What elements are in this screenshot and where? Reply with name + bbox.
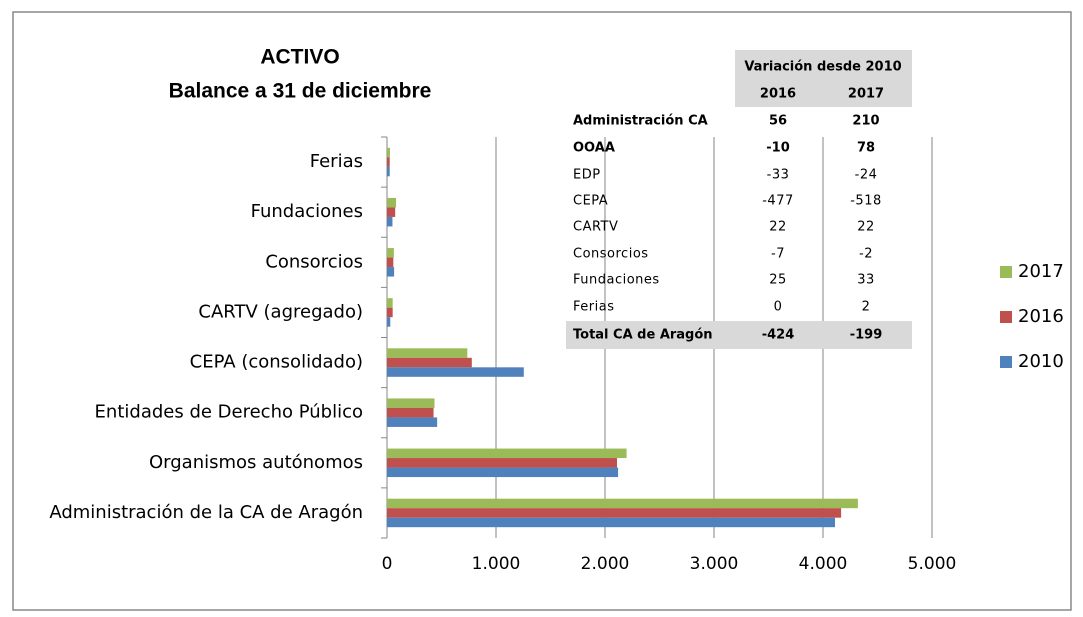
y-tick-label: Administración de la CA de Aragón <box>49 502 363 523</box>
table-cell: -424 <box>762 328 795 343</box>
bar <box>387 298 393 308</box>
legend-swatch <box>1000 356 1012 368</box>
legend-label: 2017 <box>1018 261 1064 282</box>
bar <box>387 398 435 408</box>
chart-title: ACTIVO <box>260 46 339 69</box>
y-tick-label: Consorcios <box>265 251 363 272</box>
table-cell: -518 <box>850 194 882 209</box>
bar <box>387 166 390 177</box>
bar <box>387 357 472 368</box>
table-row-label: Administración CA <box>573 114 708 129</box>
y-tick-label: Ferias <box>310 151 363 172</box>
legend-label: 2010 <box>1018 351 1064 372</box>
table-cell: -7 <box>771 247 785 262</box>
bar <box>387 317 391 327</box>
table-cell: 78 <box>857 141 875 156</box>
y-tick-label: Entidades de Derecho Público <box>95 402 363 423</box>
x-tick-label: 4.000 <box>799 554 848 574</box>
table-row-label: Fundaciones <box>573 273 660 288</box>
table-row-label: Consorcios <box>573 247 649 262</box>
y-tick-label: CEPA (consolidado) <box>190 352 363 373</box>
table-cell: 22 <box>769 220 787 235</box>
table-row-label: CARTV <box>573 220 618 235</box>
table-cell: -199 <box>850 328 883 343</box>
x-tick-label: 2.000 <box>581 554 630 574</box>
table-cell: 25 <box>769 273 787 288</box>
table-cell: 0 <box>774 300 783 315</box>
x-tick-label: 5.000 <box>908 554 957 574</box>
table-cell: -2 <box>859 247 873 262</box>
table-cell: 33 <box>857 273 875 288</box>
table-cell: -477 <box>762 194 794 209</box>
y-tick-label: Organismos autónomos <box>149 452 363 473</box>
table-row-label: Total CA de Aragón <box>573 328 713 343</box>
table-column: 2016 <box>760 87 796 102</box>
y-tick-label: Fundaciones <box>251 201 363 222</box>
table-header: Variación desde 2010 <box>744 60 901 75</box>
bar <box>387 197 397 208</box>
legend-swatch <box>1000 311 1012 323</box>
table-cell: 2 <box>862 300 871 315</box>
legend-swatch <box>1000 266 1012 278</box>
table-cell: -33 <box>767 168 790 183</box>
x-tick-label: 0 <box>382 554 393 574</box>
bar <box>387 147 390 158</box>
y-tick-label: CARTV (agregado) <box>198 301 363 322</box>
table-total-bg <box>566 321 912 349</box>
table-row-label: Ferias <box>573 300 614 315</box>
table-row-label: CEPA <box>573 194 608 209</box>
bar <box>387 407 434 418</box>
x-tick-label: 3.000 <box>690 554 739 574</box>
bar <box>387 267 395 277</box>
bar <box>387 216 393 227</box>
bar <box>387 307 393 318</box>
table-cell: -10 <box>766 141 790 156</box>
table-row-label: OOAA <box>573 141 615 156</box>
bar <box>387 257 394 268</box>
x-tick-label: 1.000 <box>472 554 521 574</box>
bar <box>387 498 858 509</box>
table-header-bg <box>735 50 912 107</box>
bar <box>387 367 524 377</box>
bar <box>387 348 468 358</box>
bar <box>387 207 396 217</box>
table-cell: -24 <box>855 168 878 183</box>
bar <box>387 448 627 459</box>
table-row-label: EDP <box>573 168 601 183</box>
chart-subtitle: Balance a 31 de diciembre <box>169 80 432 103</box>
table-cell: 22 <box>857 220 875 235</box>
table-cell: 210 <box>852 114 879 129</box>
bar <box>387 157 390 167</box>
bar <box>387 508 842 518</box>
legend-label: 2016 <box>1018 306 1064 327</box>
bar <box>387 458 617 468</box>
bar <box>387 517 835 528</box>
bar <box>387 417 438 427</box>
bar <box>387 467 619 478</box>
table-column: 2017 <box>848 87 884 102</box>
table-cell: 56 <box>769 114 787 129</box>
bar <box>387 248 394 258</box>
